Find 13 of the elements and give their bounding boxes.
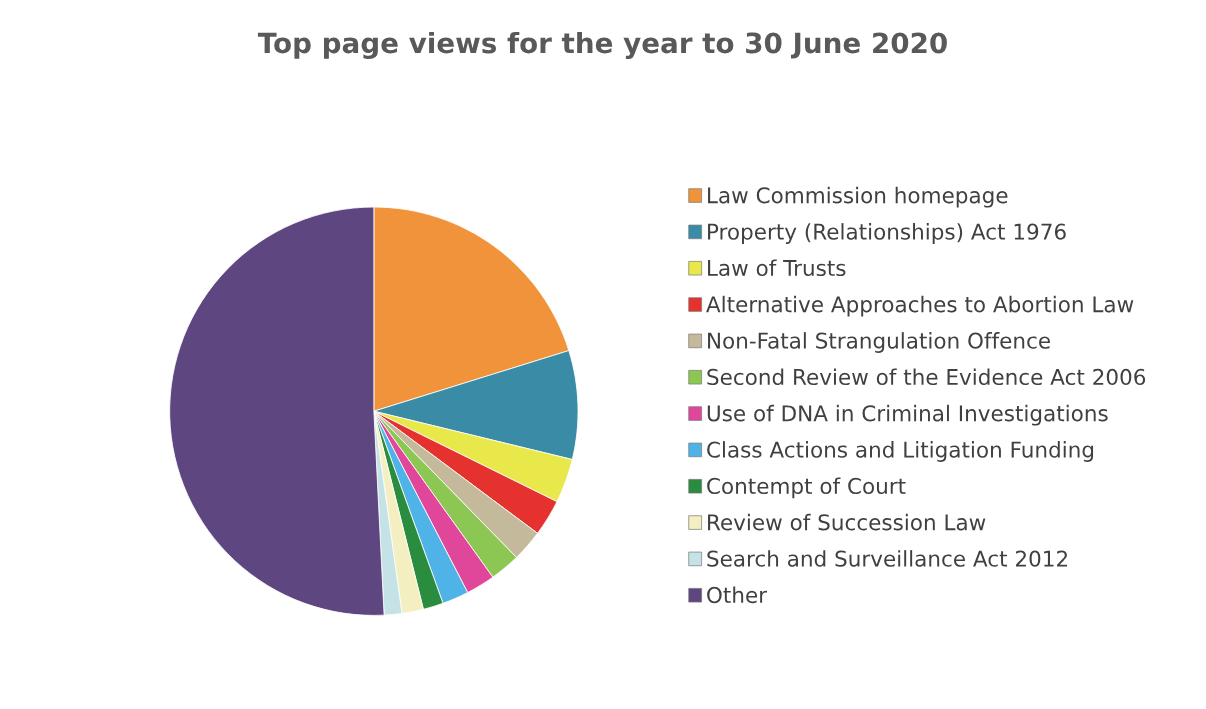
legend-label: Other [707, 586, 768, 604]
legend-label: Review of Succession Law [708, 513, 986, 531]
legend-label: Second Review of the Evidence Act 2006 [707, 368, 1146, 386]
legend-label: Law of Trusts [708, 259, 846, 277]
legend-label: Contempt of Court [707, 477, 906, 499]
legend-label: Search and Surveillance Act 2012 [707, 550, 1068, 567]
chart-title: Top page views for the year to 30 June 2020 [257, 31, 947, 60]
legend-label: Non-Fatal Strangulation Offence [708, 332, 1050, 353]
legend-label: Class Actions and Litigation Funding [707, 441, 1094, 462]
legend-label: Law Commission homepage [708, 186, 1008, 208]
legend-label: Use of DNA in Criminal Investigations [707, 404, 1108, 426]
legend-label: Property (Relationships) Act 1976 [708, 223, 1066, 244]
legend-label: Alternative Approaches to Abortion Law [706, 295, 1134, 317]
